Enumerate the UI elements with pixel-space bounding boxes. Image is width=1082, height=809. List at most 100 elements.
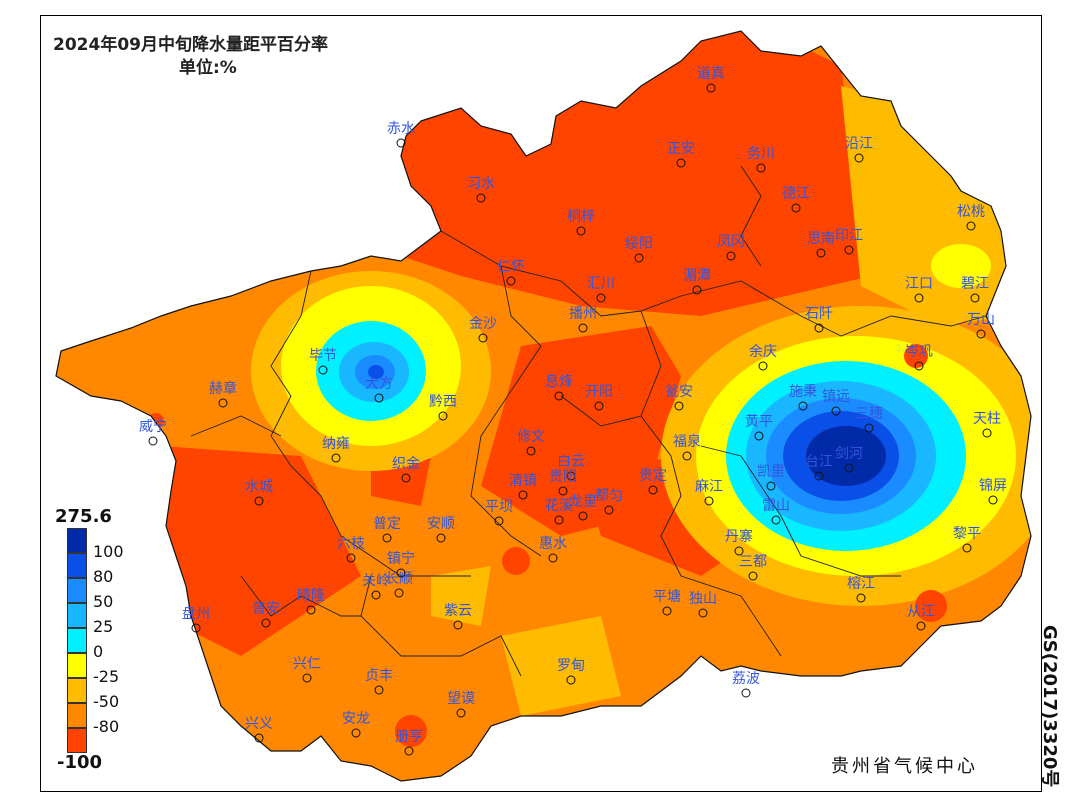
station-marker — [706, 83, 716, 93]
station-label: 大方 — [365, 376, 393, 392]
legend-tick-label: 100 — [93, 542, 124, 561]
station-label: 关岭 — [362, 573, 390, 589]
station-marker — [594, 401, 604, 411]
station-label: 织金 — [392, 456, 420, 472]
station-marker — [916, 621, 926, 631]
station-label: 江口 — [905, 276, 933, 292]
station-label: 贵定 — [639, 468, 667, 484]
station-label: 白云 — [557, 454, 585, 470]
station-label: 金沙 — [469, 316, 497, 332]
station-marker — [191, 623, 201, 633]
station-marker — [371, 590, 381, 600]
station-marker — [756, 163, 766, 173]
station-marker — [734, 546, 744, 556]
station-label: 贵阳 — [549, 469, 577, 485]
station-label: 印江 — [835, 228, 863, 244]
station-marker — [558, 486, 568, 496]
station-marker — [698, 608, 708, 618]
credit-text: 贵州省气候中心 — [831, 756, 978, 777]
station-marker — [254, 733, 264, 743]
station-label: 桐梓 — [567, 209, 595, 225]
station-marker — [318, 365, 328, 375]
station-label: 兴义 — [245, 716, 273, 732]
station-marker — [816, 248, 826, 258]
station-label: 镇宁 — [387, 550, 415, 567]
station-label: 安龙 — [342, 711, 370, 727]
station-label: 余庆 — [749, 343, 777, 360]
station-marker — [394, 588, 404, 598]
station-label: 赫章 — [209, 380, 237, 397]
station-label: 天柱 — [973, 411, 1001, 427]
legend-tick-label: 0 — [93, 642, 104, 661]
station-marker — [518, 490, 528, 500]
station-marker — [374, 685, 384, 695]
station-label: 黎平 — [953, 526, 981, 542]
map-frame: 道真 赤水 正安 务川 沿江 习水 德江 松桃 桐梓 凤冈 印江 绥阳 思南 仁怀 湄潭 江口 碧江 汇川 石阡 万山… — [40, 15, 1042, 792]
station-marker — [254, 496, 264, 506]
station-label: 瓮安 — [665, 384, 693, 400]
station-marker — [596, 293, 606, 303]
station-marker — [831, 406, 841, 416]
station-label: 平塘 — [653, 589, 681, 605]
station-marker — [382, 533, 392, 543]
station-marker — [741, 688, 751, 698]
station-label: 水城 — [245, 479, 273, 495]
station-marker — [566, 471, 576, 481]
station-label: 凯里 — [757, 464, 785, 480]
station-marker — [748, 571, 758, 581]
legend-swatch — [67, 703, 87, 728]
station-marker — [682, 451, 692, 461]
station-marker — [771, 515, 781, 525]
legend-tick-label: -80 — [93, 717, 120, 736]
station-marker — [676, 158, 686, 168]
station-marker — [331, 453, 341, 463]
station-label: 德江 — [782, 186, 810, 202]
station-marker — [438, 411, 448, 421]
station-marker — [261, 618, 271, 628]
station-label: 播州 — [569, 306, 597, 322]
station-label: 清镇 — [509, 473, 537, 489]
station-marker — [844, 245, 854, 255]
station-marker — [302, 673, 312, 683]
legend-min-label: -100 — [57, 752, 103, 773]
station-label: 紫云 — [444, 603, 472, 619]
station-label: 施秉 — [789, 384, 817, 400]
station-marker — [401, 473, 411, 483]
station-label: 石阡 — [805, 306, 833, 322]
station-marker — [374, 393, 384, 403]
station-label: 福泉 — [673, 433, 701, 450]
station-marker — [148, 436, 158, 446]
station-marker — [476, 193, 486, 203]
station-marker — [634, 253, 644, 263]
station-label: 汇川 — [587, 276, 615, 292]
station-label: 贞丰 — [365, 667, 393, 684]
station-label: 沿江 — [845, 136, 873, 152]
legend-swatch — [67, 553, 87, 578]
station-label: 普定 — [373, 516, 401, 532]
station-label: 盘州 — [182, 605, 210, 622]
station-label: 绥阳 — [625, 236, 653, 252]
station-marker — [914, 361, 924, 371]
legend-swatch — [67, 678, 87, 703]
station-label: 三都 — [739, 554, 767, 570]
station-label: 黔西 — [429, 394, 457, 410]
station-label: 息烽 — [545, 373, 573, 390]
station-marker — [566, 675, 576, 685]
legend-swatch — [67, 578, 87, 603]
station-marker — [766, 481, 776, 491]
station-label: 黄平 — [745, 413, 773, 430]
station-marker — [844, 463, 854, 473]
station-marker — [914, 293, 924, 303]
station-label: 罗甸 — [557, 658, 585, 674]
station-label: 丹寨 — [725, 528, 753, 545]
station-marker — [554, 391, 564, 401]
legend-tick-label: 80 — [93, 567, 114, 586]
station-label: 凤冈 — [717, 234, 745, 250]
station-marker — [351, 728, 361, 738]
station-label: 台江 — [805, 454, 833, 470]
station-label: 雷山 — [762, 498, 790, 514]
station-label: 兴仁 — [293, 656, 321, 672]
station-marker — [218, 398, 228, 408]
